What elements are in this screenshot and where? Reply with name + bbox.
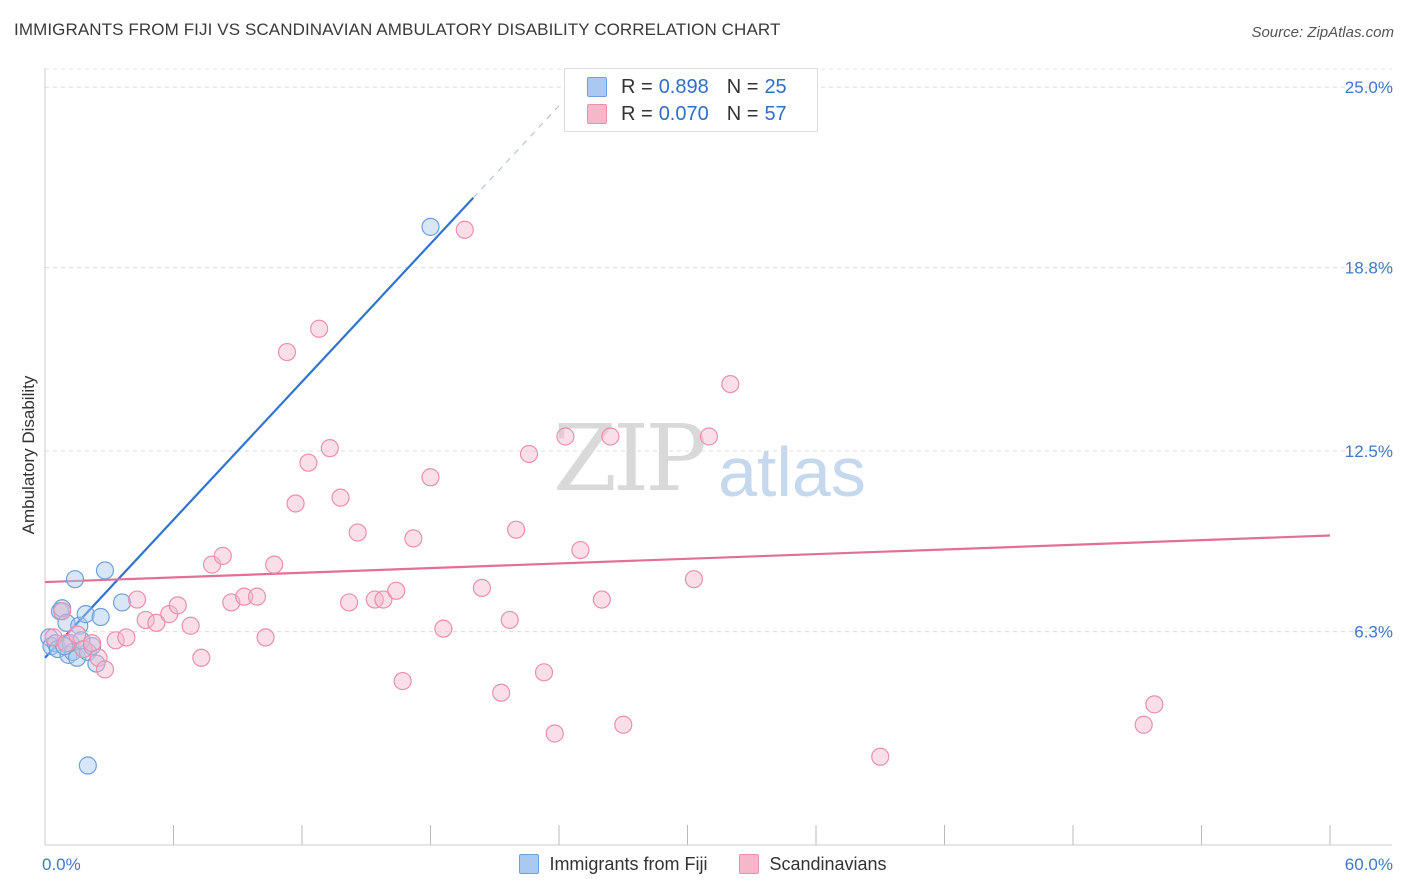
legend-n-label: N = (726, 102, 759, 125)
watermark-atlas: atlas (718, 433, 866, 511)
x-tick-label: 60.0% (1345, 855, 1393, 874)
fiji-point (78, 756, 97, 775)
fiji-trend-line (44, 197, 475, 659)
scandinavian-point (168, 596, 187, 615)
scandinavian-point (299, 453, 318, 472)
scandinavian-point (181, 616, 200, 635)
scandinavian-point (393, 671, 412, 691)
y-tick-label: 12.5% (1345, 442, 1393, 461)
scandinavian-point (247, 587, 267, 606)
scandinavian-point (601, 427, 620, 446)
legend-row-fiji: R = 0.898 N = 25 (587, 75, 787, 99)
scandinavian-point (534, 663, 554, 682)
series-swatch-scandinavians (739, 854, 760, 874)
scandinavian-point (721, 374, 740, 394)
scandinavian-point (106, 631, 125, 650)
scandinavian-point (592, 590, 611, 609)
y-axis-label: Ambulatory Disability (19, 375, 38, 534)
legend-row-scandinavians: R = 0.070 N = 57 (587, 102, 787, 126)
axis-layer (44, 68, 1392, 846)
series-swatch-fiji (519, 854, 540, 874)
series-legend: Immigrants from Fiji Scandinavians (0, 852, 1406, 876)
scandinavian-point (127, 590, 147, 609)
scandinavian-point (455, 220, 474, 239)
scandinavian-point (699, 427, 719, 446)
y-tick-label: 6.3% (1354, 623, 1393, 642)
scandinavian-point (136, 610, 155, 630)
scandinavian-point (507, 520, 526, 539)
legend-r-value: 0.898 (658, 75, 709, 98)
scandinavian-point (434, 619, 453, 638)
legend-n-value: 25 (764, 75, 787, 98)
fiji-trend-extension (472, 105, 560, 199)
y-tick-label: 18.8% (1345, 259, 1393, 278)
scandinavian-point (331, 488, 350, 507)
scandinavian-point (310, 319, 329, 338)
scandinavian-point (256, 628, 275, 647)
scandinavian-point (89, 648, 108, 667)
scandinavian-point (492, 683, 511, 702)
fiji-point (95, 561, 115, 580)
scandinavian-point (871, 747, 890, 766)
scandinavian-point (387, 581, 406, 600)
scandinavian-point (472, 578, 491, 598)
scandinavian-point (95, 660, 115, 679)
scandinavian-point (235, 587, 254, 606)
watermark-zip: ZIP (553, 405, 707, 512)
fiji-point (91, 607, 110, 627)
scandinavian-point (213, 546, 232, 565)
source-label: Source: ZipAtlas.com (1251, 24, 1394, 41)
series-legend-item-scandinavians: Scandinavians (739, 853, 887, 875)
scandinavian-point (117, 628, 136, 647)
legend-n-value: 57 (764, 102, 787, 125)
scandinavian-trend-line (44, 534, 1331, 584)
correlation-legend: R = 0.898 N = 25 R = 0.070 N = 57 (564, 68, 818, 132)
scandinavian-point (421, 468, 440, 487)
chart-title: IMMIGRANTS FROM FIJI VS SCANDINAVIAN AMB… (14, 20, 781, 39)
legend-r-label: R = (621, 75, 653, 98)
x-tick-label: 0.0% (42, 855, 81, 874)
scandinavian-point (286, 494, 305, 513)
series-name-scandinavians: Scandinavians (769, 853, 887, 874)
scandinavian-point (614, 715, 633, 734)
scandinavian-point (684, 570, 704, 589)
scandinavian-point (545, 724, 564, 743)
legend-n-label: N = (726, 75, 759, 98)
scandinavian-point (1145, 695, 1164, 714)
fiji-point (65, 570, 85, 589)
series-legend-item-fiji: Immigrants from Fiji (519, 854, 707, 875)
scandinavian-point (374, 590, 393, 609)
scandinavian-point (348, 523, 367, 542)
label-layer: 6.3% 12.5% 18.8% 25.0% 0.0% 60.0% Ambulatory D… (19, 78, 1393, 874)
legend-swatch-scandinavians (587, 104, 607, 124)
y-tick-label: 25.0% (1345, 78, 1393, 97)
legend-r-value: 0.070 (658, 102, 709, 125)
scandinavian-point (277, 342, 297, 362)
scandinavian-point (500, 610, 519, 630)
scandinavian-point (404, 529, 423, 548)
scandinavian-point (556, 427, 575, 446)
legend-swatch-fiji (587, 77, 607, 97)
scandinavian-point (571, 540, 590, 560)
fiji-point (421, 217, 440, 236)
scandinavian-point (1134, 715, 1153, 734)
grid-layer (45, 68, 1392, 633)
series-name-fiji: Immigrants from Fiji (549, 853, 708, 874)
trend-layer (44, 105, 1331, 659)
scandinavian-point (53, 602, 72, 621)
scandinavian-point (519, 444, 539, 464)
scandinavian-point (320, 439, 339, 458)
scandinavian-point (340, 593, 359, 612)
fiji-point (76, 605, 95, 624)
points-layer (40, 217, 1164, 775)
legend-r-label: R = (621, 102, 653, 125)
scandinavian-point (147, 613, 166, 632)
fiji-point (112, 593, 132, 612)
scandinavian-point (265, 555, 284, 574)
scandinavian-point (192, 648, 211, 667)
